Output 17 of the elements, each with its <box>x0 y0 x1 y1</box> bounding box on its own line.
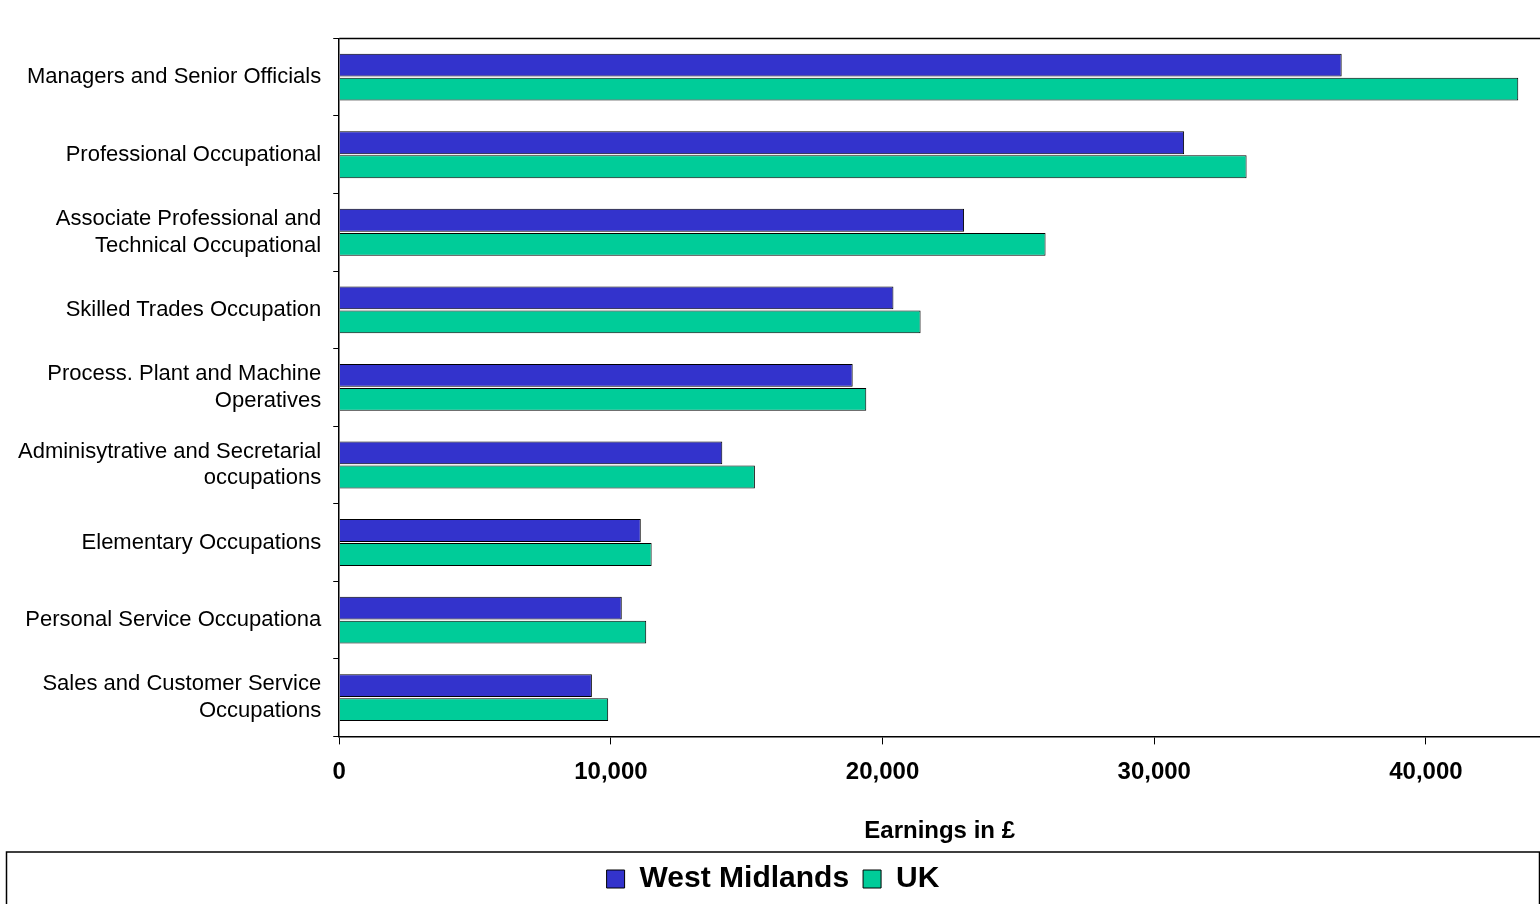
y-tick-label: Associate Professional and Technical Occupational <box>55 205 322 257</box>
x-axis-title: Earnings in £ <box>864 816 1016 844</box>
y-tick-label: Skilled Trades Occupation <box>65 295 322 321</box>
y-tick-label: Elementary Occupations <box>81 528 322 554</box>
y-tick-label: Managers and Senior Officials <box>26 63 322 89</box>
legend-label: West Midlands <box>639 860 850 894</box>
x-tick-label: 30,000 <box>1117 757 1191 785</box>
legend-label: UK <box>896 860 940 894</box>
x-tick-label: 40,000 <box>1389 757 1463 785</box>
y-tick-label: Professional Occupational <box>65 140 322 166</box>
x-tick-label: 20,000 <box>845 757 920 785</box>
y-tick-label: Personal Service Occupationa <box>25 606 322 632</box>
x-tick-label: 10,000 <box>574 757 648 785</box>
y-tick-label: Process. Plant and Machine Operatives <box>47 360 322 412</box>
x-tick-label: 0 <box>332 757 346 785</box>
y-tick-label: Adminisytrative and Secretarial occupations <box>17 437 322 490</box>
y-tick-label: Sales and Customer Service Occupations <box>42 670 322 722</box>
